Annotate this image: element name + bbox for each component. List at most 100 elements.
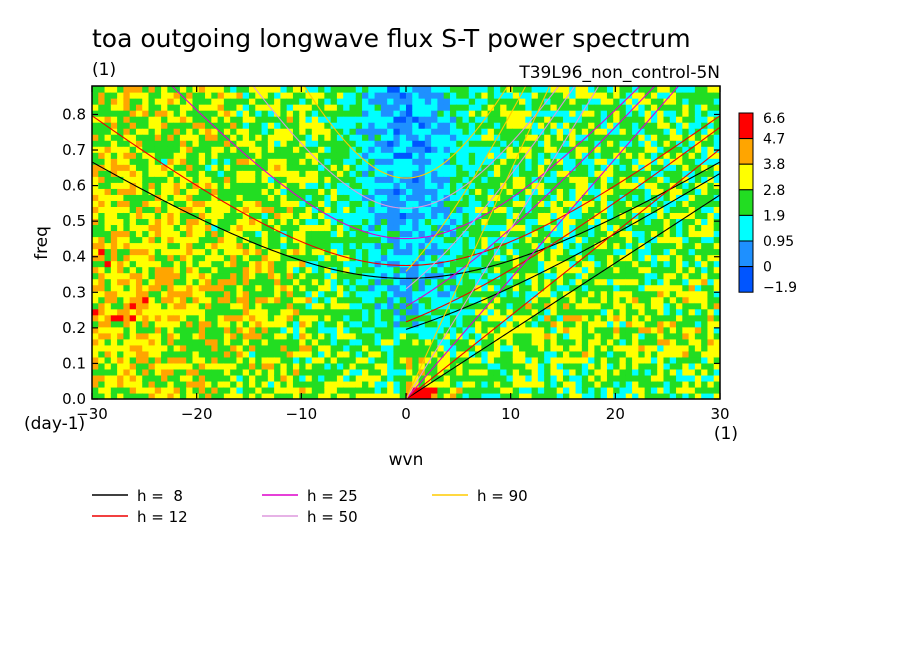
heatmap-cell [173,230,181,238]
heatmap-cell [242,374,250,382]
heatmap-cell [249,344,256,352]
heatmap-cell [154,110,162,117]
heatmap-cell [650,392,658,399]
heatmap-cell [468,386,476,394]
heatmap-cell [198,332,206,340]
heatmap-cell [173,176,181,183]
heatmap-cell [380,296,388,304]
heatmap-cell [349,98,357,105]
heatmap-cell [594,176,602,183]
heatmap-cell [625,146,633,153]
heatmap-cell [123,140,131,147]
heatmap-cell [625,158,633,165]
heatmap-cell [286,308,294,316]
heatmap-cell [179,392,187,399]
heatmap-cell [581,392,589,399]
heatmap-cell [632,122,639,129]
heatmap-cell [475,302,482,310]
heatmap-cell [657,338,665,346]
heatmap-cell [406,212,413,220]
heatmap-cell [537,392,545,399]
heatmap-cell [512,92,520,99]
heatmap-cell [500,92,508,99]
heatmap-cell [506,380,514,388]
heatmap-cell [173,200,181,207]
heatmap-cell [179,344,187,352]
heatmap-cell [286,242,294,250]
heatmap-cell [154,356,162,364]
heatmap-cell [280,164,288,171]
heatmap-cell [192,362,200,370]
heatmap-cell [443,314,451,322]
heatmap-cell [581,362,589,370]
heatmap-cell [129,158,137,165]
heatmap-cell [217,266,225,274]
heatmap-cell [167,272,175,280]
heatmap-cell [173,350,181,358]
heatmap-cell [393,128,401,135]
heatmap-cell [600,170,608,177]
heatmap-cell [274,230,281,238]
heatmap-cell [311,386,319,394]
heatmap-cell [613,188,621,195]
heatmap-cell [688,332,696,340]
heatmap-cell [142,380,150,388]
heatmap-cell [179,122,187,129]
heatmap-cell [135,110,143,117]
heatmap-cell [123,332,131,340]
heatmap-cell [531,158,539,165]
heatmap-cell [588,242,595,250]
heatmap-cell [487,386,495,394]
heatmap-cell [135,350,143,358]
heatmap-cell [575,92,583,99]
heatmap-cell [676,86,683,93]
heatmap-cell [261,230,269,238]
heatmap-cell [261,344,269,352]
heatmap-cell [487,230,495,238]
heatmap-cell [104,278,112,286]
heatmap-cell [286,152,294,159]
heatmap-cell [186,98,194,105]
heatmap-cell [230,236,238,244]
heatmap-cell [462,308,470,316]
heatmap-cell [663,356,671,364]
heatmap-cell [148,320,156,328]
heatmap-cell [650,254,658,262]
heatmap-cell [481,368,489,376]
heatmap-cell [606,116,614,123]
heatmap-cell [694,380,702,388]
heatmap-cell [468,182,476,189]
heatmap-cell [104,188,112,195]
heatmap-cell [148,302,156,310]
heatmap-cell [205,194,212,201]
heatmap-cell [644,338,652,346]
heatmap-cell [650,122,658,129]
heatmap-cell [569,122,577,129]
heatmap-cell [594,314,602,322]
heatmap-cell [606,278,614,286]
heatmap-cell [424,194,432,201]
heatmap-cell [682,320,690,328]
heatmap-cell [336,242,344,250]
heatmap-cell [343,236,351,244]
heatmap-cell [368,386,376,394]
heatmap-cell [550,326,558,334]
heatmap-cell [669,110,677,117]
heatmap-cell [167,314,175,322]
heatmap-cell [167,182,175,189]
heatmap-cell [468,206,476,213]
heatmap-cell [236,92,244,99]
heatmap-cell [563,86,570,93]
heatmap-cell [606,290,614,298]
heatmap-cell [368,92,376,99]
heatmap-cell [318,104,325,111]
heatmap-cell [481,266,489,274]
heatmap-cell [650,104,658,111]
heatmap-cell [399,278,407,286]
heatmap-cell [198,236,206,244]
heatmap-cell [575,254,583,262]
heatmap-cell [462,200,470,207]
heatmap-cell [274,260,281,268]
heatmap-cell [418,356,426,364]
heatmap-cell [575,368,583,376]
